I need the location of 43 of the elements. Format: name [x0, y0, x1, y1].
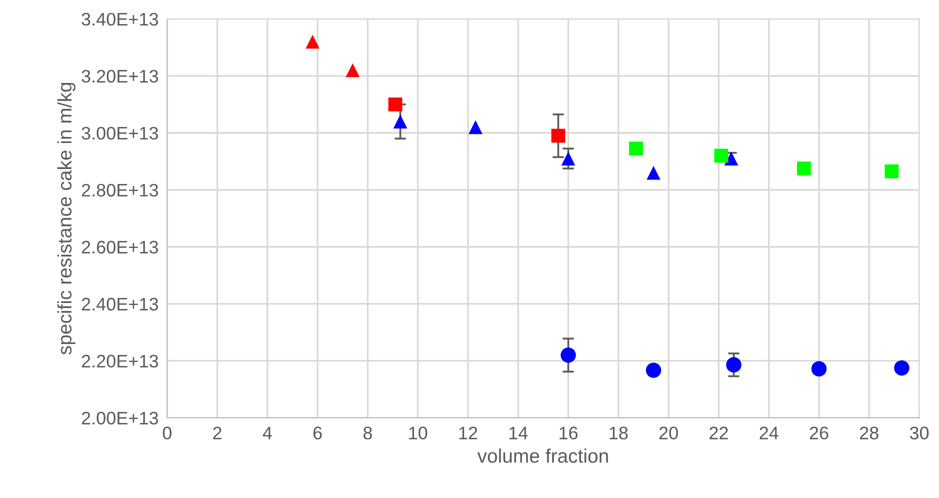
- x-tick-label: 28: [860, 426, 878, 440]
- point: [894, 360, 910, 376]
- x-tick-label: 18: [610, 426, 628, 440]
- x-tick-label: 14: [509, 426, 528, 440]
- point: [797, 162, 811, 176]
- x-tick-label: 20: [659, 426, 678, 440]
- point: [811, 361, 827, 376]
- y-tick-label: 2.80E+13: [82, 184, 158, 197]
- y-tick-label: 3.20E+13: [82, 70, 158, 83]
- point: [468, 120, 482, 134]
- x-tick-label: 4: [262, 426, 272, 440]
- x-tick-label: 24: [760, 426, 778, 440]
- point: [646, 166, 660, 180]
- point: [561, 152, 576, 166]
- point: [393, 114, 408, 128]
- point: [629, 142, 643, 156]
- x-axis-title: volume fraction: [477, 448, 608, 463]
- x-tick-label: 26: [810, 426, 828, 440]
- y-tick-label: 3.40E+13: [82, 12, 158, 26]
- x-tick-label: 6: [313, 426, 322, 440]
- x-tick-label: 30: [910, 426, 929, 440]
- point: [388, 97, 402, 112]
- y-tick-label: 2.40E+13: [82, 298, 158, 311]
- point: [726, 357, 742, 372]
- x-tick-label: 8: [363, 426, 372, 440]
- x-tick-label: 12: [459, 426, 478, 440]
- x-tick-label: 2: [213, 426, 222, 440]
- x-tick-label: 0: [162, 426, 172, 440]
- y-axis-title: specific resistance cake in m/kg: [57, 82, 76, 355]
- point: [646, 362, 662, 378]
- point: [560, 348, 576, 363]
- y-tick-label: 2.00E+13: [82, 412, 158, 425]
- point: [551, 128, 566, 143]
- point: [306, 34, 320, 49]
- x-tick-label: 22: [710, 426, 728, 440]
- x-tick-label: 16: [560, 426, 578, 440]
- y-tick-label: 2.60E+13: [82, 240, 158, 254]
- x-tick-label: 10: [409, 426, 428, 440]
- point: [884, 164, 899, 178]
- y-tick-label: 3.00E+13: [82, 126, 158, 140]
- point: [346, 63, 360, 78]
- point: [714, 148, 728, 163]
- y-tick-label: 2.20E+13: [82, 354, 158, 368]
